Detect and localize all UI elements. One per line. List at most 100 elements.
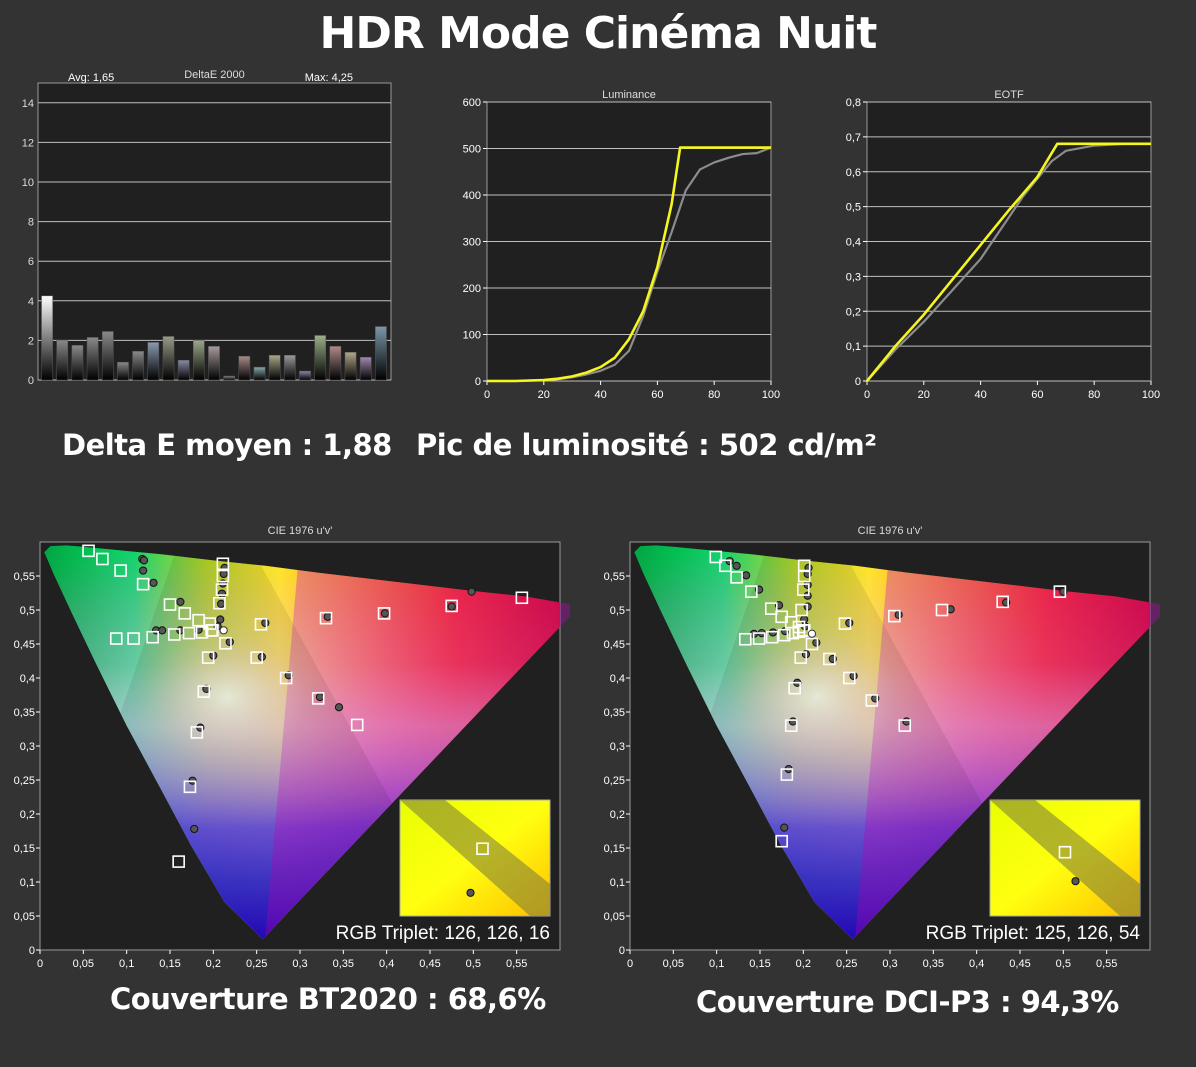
measured-point xyxy=(176,597,185,606)
y-tick-label: 0,4 xyxy=(846,237,861,249)
measured-point xyxy=(467,587,476,596)
x-tick-label: 100 xyxy=(762,389,780,401)
measured-point xyxy=(225,637,234,647)
target-square xyxy=(730,571,743,584)
target-square xyxy=(216,557,230,571)
target-line xyxy=(487,146,771,383)
x-tick-label: 0,05 xyxy=(663,958,684,970)
x-tick-label: 0,15 xyxy=(159,958,180,970)
target-square xyxy=(797,583,810,596)
target-square xyxy=(445,599,458,613)
target-square xyxy=(377,607,391,620)
y-tick-label: 0 xyxy=(619,945,625,957)
target-square xyxy=(777,628,791,642)
target-square xyxy=(797,559,811,573)
measured-point xyxy=(216,615,225,624)
target-square xyxy=(136,577,150,591)
x-tick-label: 60 xyxy=(1031,389,1043,401)
x-tick-label: 20 xyxy=(918,389,930,401)
y-tick-label: 0 xyxy=(29,945,35,957)
bar xyxy=(86,337,99,381)
x-tick-label: 0 xyxy=(627,958,633,970)
measured-point xyxy=(902,717,911,726)
x-tick-label: 0,5 xyxy=(466,958,481,970)
y-tick-label: 200 xyxy=(463,283,481,295)
y-tick-label: 0,5 xyxy=(20,605,35,617)
bt2020-coverage: Couverture BT2020 : 68,6% xyxy=(110,982,546,1016)
rgb-triplet-label: RGB Triplet: 126, 126, 16 xyxy=(336,923,550,944)
x-tick-label: 0 xyxy=(37,958,43,970)
target-square xyxy=(254,617,268,631)
target-square xyxy=(215,583,229,596)
target-square xyxy=(350,718,364,732)
target-square xyxy=(279,671,293,685)
measured-point xyxy=(812,638,821,647)
target-square xyxy=(114,564,127,577)
bar xyxy=(162,336,175,381)
chart-title: EOTF xyxy=(994,89,1024,101)
y-tick-label: 0,5 xyxy=(846,202,861,214)
x-tick-label: 0,3 xyxy=(292,958,307,970)
bar xyxy=(329,346,342,381)
delta-e-summary: Delta E moyen : 1,88 xyxy=(62,428,392,462)
x-tick-label: 80 xyxy=(1088,389,1100,401)
y-tick-label: 0,45 xyxy=(14,639,35,651)
measured-point xyxy=(742,571,751,580)
y-tick-label: 500 xyxy=(463,144,481,156)
plot-area xyxy=(37,82,392,381)
x-tick-label: 0,4 xyxy=(969,958,984,970)
target-square xyxy=(178,607,192,620)
target-square xyxy=(216,569,230,583)
y-tick-label: 0,1 xyxy=(846,341,861,353)
y-tick-label: 0,25 xyxy=(604,775,625,787)
target-square xyxy=(935,603,949,617)
target-square xyxy=(163,598,177,611)
y-tick-label: 600 xyxy=(463,97,481,109)
target-square xyxy=(823,652,836,666)
bar xyxy=(56,340,69,381)
x-tick-label: 80 xyxy=(708,389,720,401)
bar xyxy=(314,335,327,381)
y-tick-label: 300 xyxy=(463,237,481,249)
luminance-chart: 0 100 200 300 400 500 600 0 20 40 60 80 100 Luminance xyxy=(463,89,781,401)
target-square xyxy=(996,595,1009,609)
target-square xyxy=(805,637,819,651)
y-tick-label: 8 xyxy=(28,217,34,229)
y-tick-label: 400 xyxy=(463,190,481,202)
chart-title: CIE 1976 u'v' xyxy=(858,525,923,537)
y-tick-label: 0,55 xyxy=(14,571,35,583)
x-tick-label: 0,55 xyxy=(1096,958,1117,970)
x-tick-label: 40 xyxy=(974,389,986,401)
y-tick-label: 0,4 xyxy=(610,673,625,685)
bar xyxy=(359,356,372,381)
x-tick-label: 0,15 xyxy=(749,958,770,970)
y-tick-label: 6 xyxy=(28,256,34,268)
target-square xyxy=(172,855,185,868)
measured-point xyxy=(217,589,227,598)
target-square xyxy=(319,611,333,625)
target-square xyxy=(838,617,852,630)
x-tick-label: 60 xyxy=(651,389,663,401)
measured-point xyxy=(845,618,854,628)
rgb-triplet-label: RGB Triplet: 125, 126, 54 xyxy=(926,923,1141,944)
target-square xyxy=(898,719,912,732)
target-square xyxy=(201,651,215,664)
y-tick-label: 0,8 xyxy=(846,97,861,109)
y-tick-label: 14 xyxy=(22,98,34,110)
chart-title: Luminance xyxy=(602,89,656,101)
y-tick-label: 0,5 xyxy=(610,605,625,617)
target-square xyxy=(82,544,95,558)
x-tick-label: 0,25 xyxy=(246,958,267,970)
x-tick-label: 0,5 xyxy=(1056,958,1071,970)
y-tick-label: 0,2 xyxy=(20,809,35,821)
target-square xyxy=(842,671,856,685)
target-square xyxy=(775,834,788,848)
white-point-measured xyxy=(219,626,228,635)
x-tick-label: 20 xyxy=(538,389,550,401)
measured-point xyxy=(732,561,741,570)
target-square xyxy=(780,768,794,781)
target-square xyxy=(784,719,798,732)
bar xyxy=(344,352,357,381)
white-point-measured xyxy=(807,629,817,638)
y-tick-label: 0,3 xyxy=(610,741,625,753)
